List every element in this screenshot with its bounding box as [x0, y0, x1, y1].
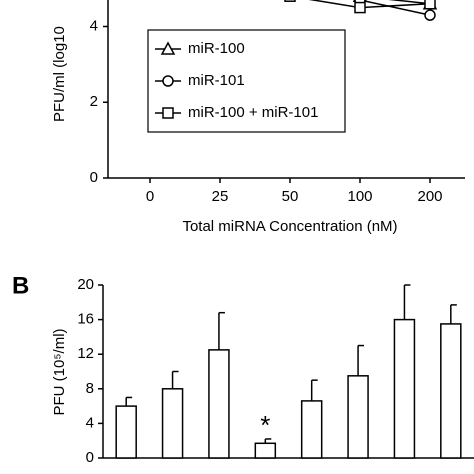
bar	[440, 323, 462, 459]
x-tick-label: 100	[347, 188, 372, 205]
y-tick-label: 20	[77, 276, 94, 293]
y-axis-label: PFU/ml (log10	[51, 26, 68, 122]
legend-label: miR-100	[188, 40, 245, 57]
data-point	[284, 0, 296, 2]
y-tick-label: 16	[77, 311, 94, 328]
y-tick-label: 12	[77, 345, 94, 362]
annotation: *	[260, 410, 270, 440]
bar	[161, 388, 184, 459]
legend-marker	[160, 41, 176, 55]
series-line	[353, 0, 431, 16]
data-point	[354, 1, 366, 14]
x-axis-label: Total miRNA Concentration (nM)	[182, 218, 397, 235]
bar	[208, 349, 230, 459]
series-line	[308, 0, 431, 9]
y-tick-label: 0	[86, 449, 94, 466]
legend-marker	[162, 75, 174, 87]
x-tick-label: 25	[212, 188, 229, 205]
y-axis-label: PFU (10⁵/ml)	[51, 328, 68, 415]
bar	[254, 442, 277, 459]
legend-label: miR-101	[188, 72, 245, 89]
bar	[115, 405, 137, 459]
data-point	[424, 0, 436, 10]
legend-label: miR-100 + miR-101	[188, 104, 318, 121]
data-point	[424, 9, 436, 21]
x-tick-label: 200	[417, 188, 442, 205]
y-tick-label: 0	[90, 169, 98, 186]
x-tick-label: 0	[146, 188, 154, 205]
y-tick-label: 4	[86, 414, 94, 431]
plot-area	[284, 0, 438, 21]
bar	[347, 375, 369, 459]
panel-label: B	[12, 272, 29, 299]
y-tick-label: 2	[90, 93, 98, 110]
y-tick-label: 8	[86, 380, 94, 397]
bar	[300, 400, 323, 459]
legend-marker	[162, 107, 174, 119]
x-tick-label: 50	[282, 188, 299, 205]
bar	[393, 318, 416, 459]
y-tick-label: 4	[90, 17, 98, 34]
